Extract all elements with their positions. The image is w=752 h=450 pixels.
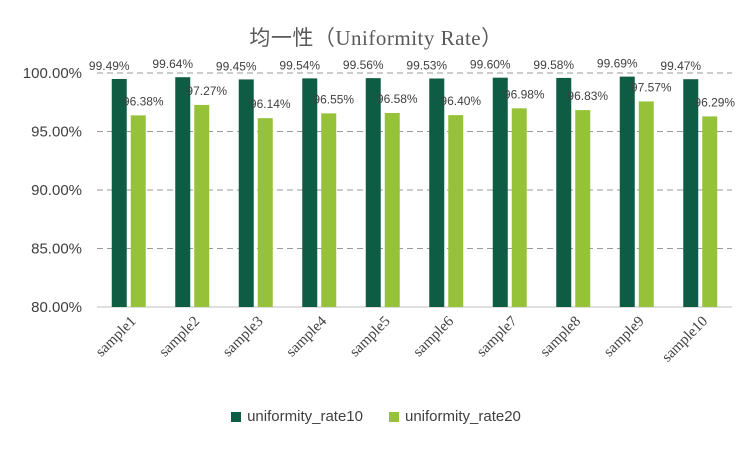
- bars: [111, 76, 718, 308]
- y-tick-label: 90.00%: [31, 182, 82, 199]
- data-label-2: 96.14%: [250, 97, 291, 111]
- bar-1: [683, 79, 699, 308]
- bar-1: [492, 77, 508, 308]
- bar-2: [321, 113, 337, 308]
- bar-2: [384, 113, 400, 307]
- data-label-1: 99.69%: [597, 57, 638, 71]
- x-axis-ticks: sample1 sample2 sample3 sample4 sample5 sampl…: [93, 313, 711, 365]
- data-label-1: 99.54%: [279, 58, 320, 72]
- data-label-1: 99.53%: [406, 58, 447, 72]
- x-tick-label: sample7: [474, 313, 521, 360]
- bar-2: [448, 115, 464, 308]
- data-label-2: 97.57%: [631, 80, 672, 94]
- data-label-2: 96.55%: [313, 92, 354, 106]
- data-label-2: 96.83%: [567, 89, 608, 103]
- bar-1: [429, 78, 445, 308]
- bar-1: [175, 77, 191, 307]
- legend-swatch-series1: [231, 411, 242, 422]
- bar-2: [130, 115, 146, 307]
- legend-item-series1: uniformity_rate10: [231, 408, 363, 425]
- data-label-1: 99.47%: [660, 59, 701, 73]
- bar-2: [511, 108, 527, 307]
- data-label-1: 99.60%: [470, 58, 511, 72]
- legend-swatch-series2: [389, 411, 399, 422]
- data-label-2: 96.38%: [123, 94, 164, 108]
- legend: uniformity_rate10 uniformity_rate20: [0, 408, 752, 425]
- bar-1: [619, 76, 635, 307]
- x-tick-label: sample5: [347, 314, 394, 361]
- chart-title: 均一性（Uniformity Rate）: [249, 26, 503, 50]
- legend-item-series2: uniformity_rate20: [389, 408, 521, 425]
- data-label-2: 96.40%: [440, 94, 481, 108]
- data-label-1: 99.56%: [343, 58, 384, 72]
- bar-1: [556, 77, 572, 307]
- x-tick-label: sample2: [156, 314, 203, 361]
- y-tick-label: 80.00%: [31, 299, 82, 316]
- data-label-2: 96.29%: [694, 95, 735, 109]
- x-tick-label: sample1: [93, 314, 140, 361]
- bar-1: [111, 78, 127, 307]
- x-tick-label: sample8: [537, 314, 584, 361]
- x-tick-label: sample6: [410, 313, 457, 360]
- x-tick-label: sample4: [283, 313, 330, 360]
- bar-2: [257, 118, 273, 307]
- data-labels: 99.49% 96.38% 99.64% 97.27% 99.45% 96.14% 99.5…: [89, 57, 736, 112]
- data-label-1: 99.45%: [216, 59, 257, 73]
- data-label-2: 97.27%: [186, 84, 227, 98]
- data-label-1: 99.58%: [533, 58, 574, 72]
- bar-2: [575, 110, 591, 308]
- x-tick-label: sample9: [601, 314, 648, 361]
- bar-1: [302, 78, 318, 308]
- data-label-2: 96.58%: [377, 92, 418, 106]
- legend-label-series1: uniformity_rate10: [247, 408, 363, 425]
- data-label-2: 96.98%: [504, 87, 545, 101]
- y-axis-ticks: 80.00% 85.00% 90.00% 95.00% 100.00%: [23, 65, 82, 316]
- data-label-1: 99.64%: [152, 57, 193, 71]
- y-tick-label: 85.00%: [31, 241, 82, 258]
- x-tick-label: sample3: [220, 314, 267, 361]
- data-label-1: 99.49%: [89, 59, 130, 73]
- legend-label-series2: uniformity_rate20: [405, 408, 521, 425]
- bar-2: [194, 104, 210, 307]
- gridlines: [97, 72, 732, 308]
- y-tick-label: 100.00%: [23, 65, 82, 82]
- x-tick-label: sample10: [659, 314, 711, 366]
- y-tick-label: 95.00%: [31, 124, 82, 141]
- bar-2: [638, 101, 654, 307]
- bar-1: [365, 78, 381, 307]
- bar-1: [238, 79, 254, 307]
- bar-2: [702, 116, 718, 307]
